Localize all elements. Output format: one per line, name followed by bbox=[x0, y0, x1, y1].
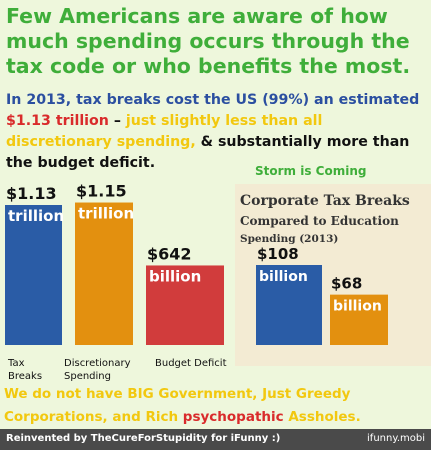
bottom-text: We do not have BIG Government, Just Gree… bbox=[4, 383, 429, 429]
value-label: $108 bbox=[257, 245, 299, 263]
category-label: Budget Deficit bbox=[155, 358, 227, 369]
footer-bar bbox=[0, 429, 431, 450]
unit-label: trillion bbox=[78, 205, 134, 223]
text-part: Assholes. bbox=[283, 409, 361, 425]
value-label: $1.13 bbox=[6, 184, 57, 203]
chart-note: Spending (2013) bbox=[240, 233, 339, 245]
bar bbox=[5, 205, 62, 345]
credit: Reinvented by TheCureForStupidity for iF… bbox=[6, 433, 281, 444]
text-part: & substantially more than the budget def… bbox=[6, 134, 410, 171]
headline: Few Americans are aware of how much spen… bbox=[6, 4, 411, 78]
text-part: $1.13 trillion bbox=[6, 113, 109, 129]
bar bbox=[75, 202, 133, 345]
category-label: Tax Breaks bbox=[8, 358, 43, 382]
value-label: $68 bbox=[331, 275, 362, 293]
unit-label: trillion bbox=[8, 207, 64, 225]
text-part: In 2013, tax breaks cost the US (99%) an… bbox=[6, 92, 420, 108]
chart-title: Corporate Tax Breaks bbox=[240, 193, 410, 209]
bar bbox=[146, 265, 224, 345]
unit-label: billion bbox=[149, 267, 201, 285]
unit-label: billion bbox=[333, 299, 382, 315]
chart-subtitle: Compared to Education bbox=[240, 214, 399, 228]
text-part: just slightly less than all discretionar… bbox=[6, 113, 323, 150]
text-part: We do not have BIG Government, Just Gree… bbox=[4, 386, 351, 425]
text-part: psychopathic bbox=[182, 409, 284, 425]
bar bbox=[330, 294, 388, 345]
category-label: Discretionary Spending bbox=[64, 358, 131, 382]
subtitle: In 2013, tax breaks cost the US (99%) an… bbox=[6, 90, 428, 174]
bar bbox=[256, 265, 322, 345]
value-label: $1.15 bbox=[76, 182, 127, 201]
tagline: Storm is Coming bbox=[255, 164, 367, 178]
site[interactable]: ifunny.mobi bbox=[367, 433, 425, 444]
value-label: $642 bbox=[147, 244, 192, 263]
unit-label: billion bbox=[259, 269, 308, 285]
text-part: – bbox=[108, 113, 126, 129]
